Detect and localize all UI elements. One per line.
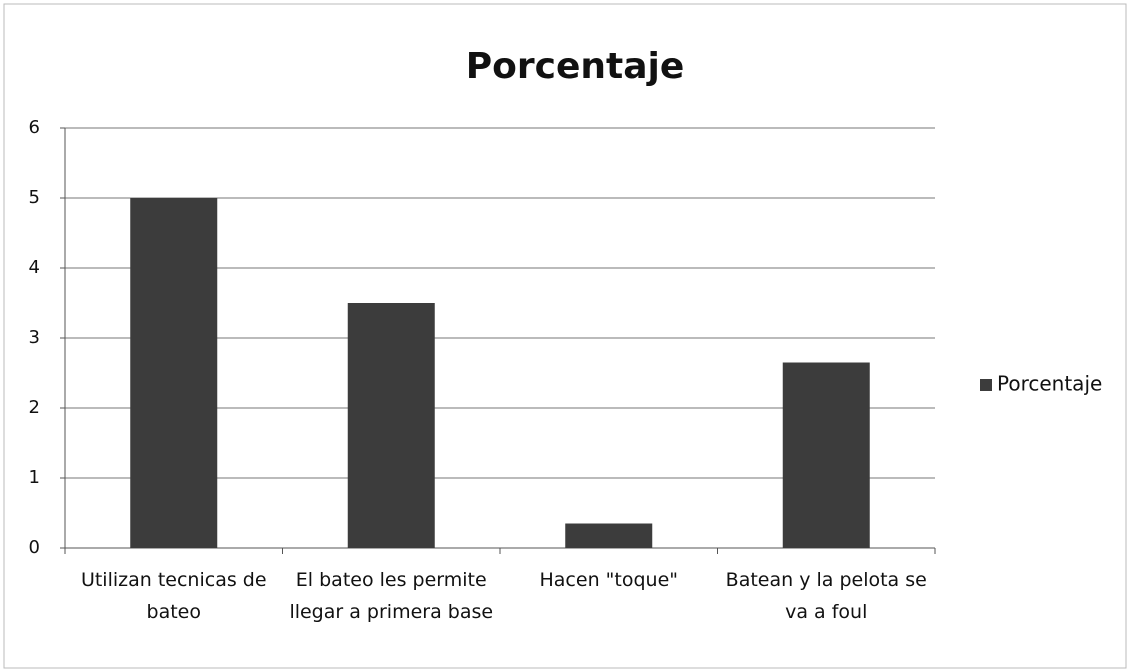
bar — [565, 523, 653, 548]
y-tick-label: 6 — [29, 117, 40, 138]
legend-label: Porcentaje — [997, 372, 1102, 396]
y-tick-label: 3 — [29, 327, 40, 348]
y-tick-label: 1 — [29, 467, 40, 488]
x-tick-label: El bateo les permite llegar a primera ba… — [289, 569, 494, 623]
x-tick-label: Hacen "toque" — [539, 569, 679, 591]
bar — [347, 303, 435, 548]
y-tick-label: 4 — [29, 257, 40, 278]
chart-title: Porcentaje — [466, 46, 685, 87]
y-tick-label: 0 — [29, 537, 40, 558]
y-tick-label: 2 — [29, 397, 40, 418]
bar — [782, 362, 870, 548]
legend-swatch — [980, 379, 992, 391]
chart-border — [3, 3, 1127, 669]
bar — [130, 198, 218, 548]
x-tick-label: Utilizan tecnicas de bateo — [80, 569, 267, 623]
y-tick-label: 5 — [29, 187, 40, 208]
x-tick-label: Batean y la pelota se va a foul — [725, 569, 927, 623]
